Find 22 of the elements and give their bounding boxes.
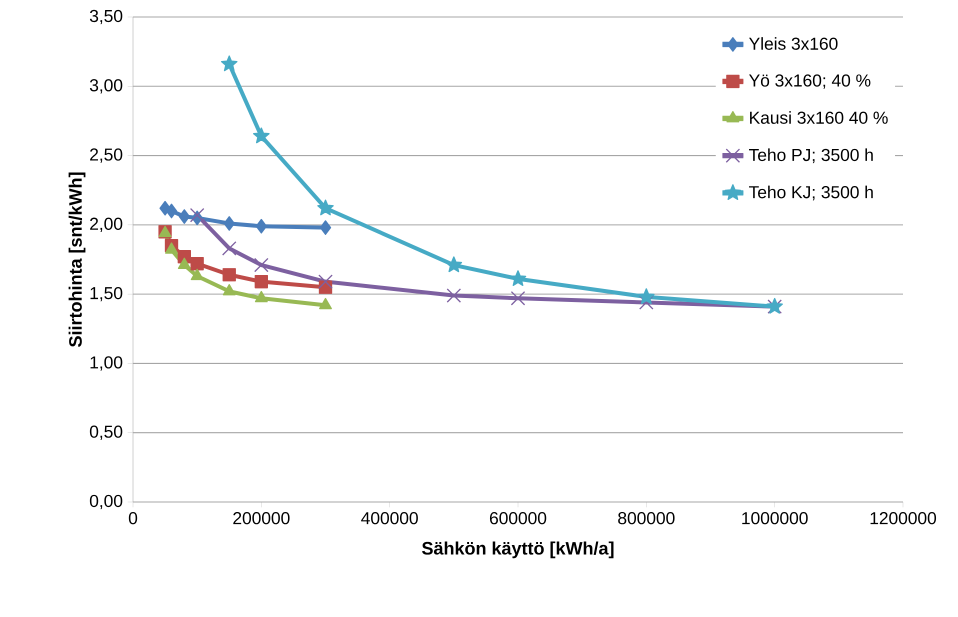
x-tick-label: 600000 [490,512,546,524]
y-tick-label: 0,00 [90,494,122,510]
y-tick-label: 3,00 [90,79,122,94]
x-axis-title: Sähkön käyttö [kWh/a] [422,541,614,558]
legend-label: Yleis 3x160 [749,37,838,50]
x-tick-label: 1200000 [870,512,936,524]
y-tick-label: 1,50 [90,286,122,302]
x-tick-label: 400000 [361,512,418,524]
y-tick-label: 3,50 [90,10,122,24]
y-tick-label: 2,50 [90,148,122,163]
legend-label: Teho KJ; 3500 h [749,186,873,200]
legend-label: Kausi 3x160 40 % [750,111,888,124]
x-tick-label: 200000 [233,512,290,524]
y-tick-label: 2,00 [90,218,122,232]
y-axis-title: Siirtohinta [snt/kWh] [68,172,86,347]
legend-label: Yö 3x160; 40 % [749,74,870,89]
x-tick-label: 0 [128,512,138,524]
x-tick-label: 800000 [618,512,675,524]
x-tick-label: 1000000 [742,512,808,524]
y-tick-label: 0,50 [90,426,122,440]
y-tick-label: 1,00 [90,356,122,371]
legend-label: Teho PJ; 3500 h [749,148,873,164]
